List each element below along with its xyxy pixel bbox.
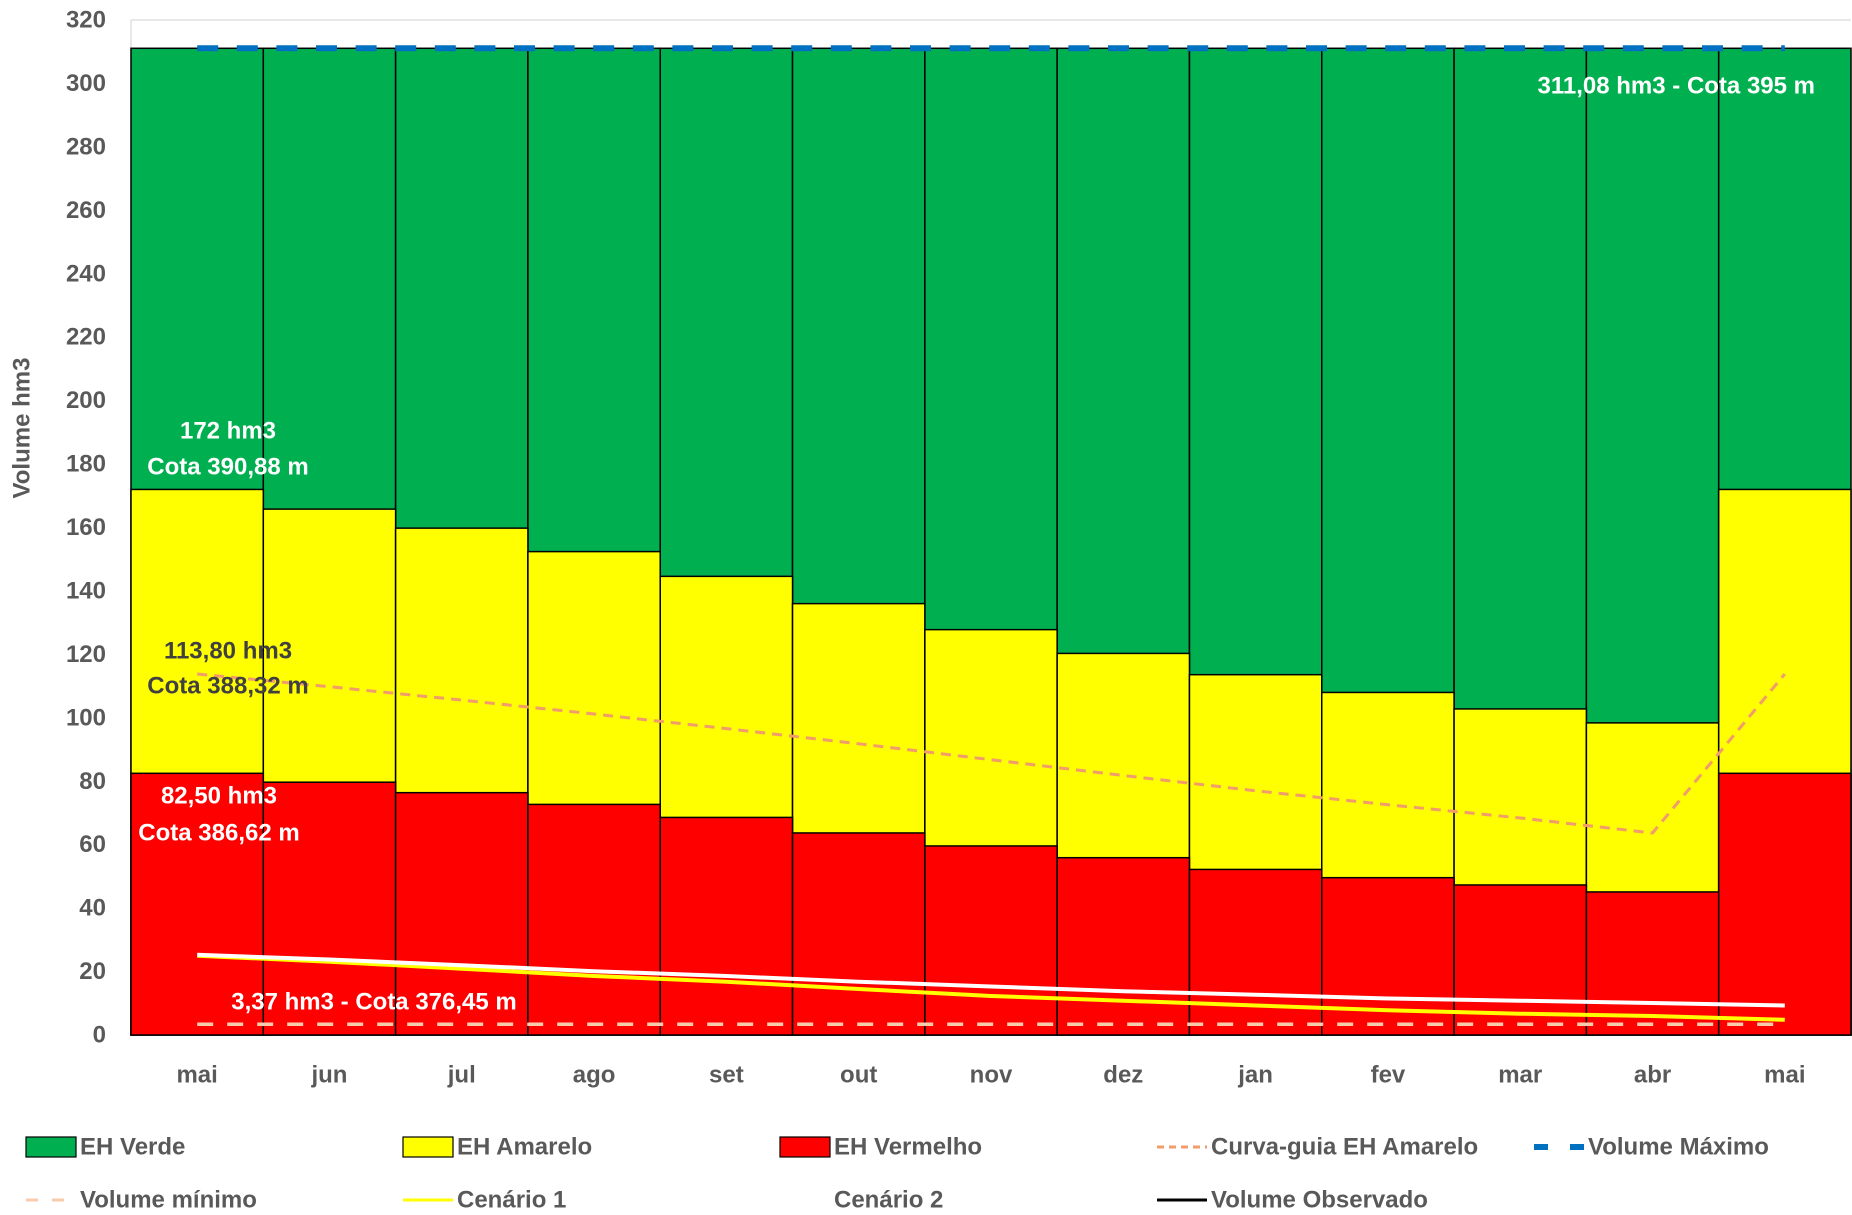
bar-eh-vermelho	[791, 832, 926, 1036]
series-lines	[197, 45, 1786, 1027]
y-tick-label: 120	[66, 641, 106, 668]
annotation-volume-maximo: 311,08 hm3 - Cota 395 m	[1538, 73, 1815, 100]
bar-eh-vermelho	[924, 845, 1058, 1036]
line-cenario-1	[197, 953, 1785, 1022]
legend-item-eh-amarelo: EH Amarelo	[402, 1134, 592, 1161]
x-tick-label: mai	[1764, 1062, 1805, 1089]
legend-swatch	[779, 1136, 831, 1158]
stacked-zones	[130, 47, 1852, 1036]
x-tick-label: out	[840, 1062, 877, 1089]
bar-eh-vermelho	[262, 781, 397, 1036]
y-tick-label: 140	[66, 577, 106, 604]
x-tick-label: mai	[176, 1062, 217, 1089]
x-tick-label: dez	[1103, 1062, 1143, 1089]
legend-label: Cenário 2	[834, 1187, 943, 1214]
annotation-eh-amarelo-volume: 172 hm3	[180, 418, 276, 445]
bar-eh-vermelho	[1188, 868, 1323, 1036]
annotation-curva-guia-cota: Cota 388,32 m	[147, 673, 308, 700]
bar-eh-vermelho	[1056, 856, 1191, 1036]
bar-eh-vermelho	[659, 816, 794, 1036]
legend-item-curva-guia-eh-amarelo: Curva-guia EH Amarelo	[1157, 1134, 1478, 1161]
x-tick-label: jan	[1237, 1062, 1273, 1089]
annotation-volume-minimo: 3,37 hm3 - Cota 376,45 m	[231, 989, 516, 1016]
y-tick-label: 100	[66, 704, 106, 731]
y-tick-label: 260	[66, 197, 106, 224]
legend-swatch	[402, 1136, 454, 1158]
legend-label: Volume Máximo	[1588, 1134, 1769, 1161]
x-axis-tick-labels: mai jun jul ago set out nov dez jan fev mar abr mai	[176, 1062, 1805, 1089]
bar-eh-vermelho	[527, 803, 661, 1036]
y-tick-label: 0	[93, 1022, 106, 1049]
legend: EH Verde EH Amarelo EH Vermelho Curva-guia …	[25, 1134, 1769, 1214]
legend-label: EH Verde	[80, 1134, 185, 1161]
y-tick-label: 300	[66, 70, 106, 97]
y-tick-label: 160	[66, 514, 106, 541]
y-axis-title: Volume hm3	[9, 358, 36, 499]
y-tick-label: 60	[79, 831, 106, 858]
annotation-eh-vermelho-cota: Cota 386,62 m	[138, 820, 299, 847]
legend-item-cenario-2: Cenário 2	[780, 1187, 943, 1214]
bar-eh-vermelho	[1453, 884, 1588, 1036]
legend-item-cenario-1: Cenário 1	[403, 1187, 566, 1214]
y-axis-tick-labels: 0 20 40 60 80 100 120 140 160 180 200 220 240 260 280 3…	[66, 7, 106, 1049]
line-curva-guia-eh-amarelo	[197, 672, 1786, 835]
legend-item-eh-verde: EH Verde	[25, 1134, 185, 1161]
legend-label: Curva-guia EH Amarelo	[1211, 1134, 1478, 1161]
x-tick-label: nov	[970, 1062, 1013, 1089]
x-tick-label: fev	[1371, 1062, 1406, 1089]
y-tick-label: 80	[79, 768, 106, 795]
y-tick-label: 220	[66, 324, 106, 351]
legend-label: Volume mínimo	[80, 1187, 257, 1214]
bar-eh-vermelho	[394, 791, 529, 1036]
legend-swatch	[25, 1136, 77, 1158]
y-tick-label: 240	[66, 260, 106, 287]
x-tick-label: mar	[1498, 1062, 1542, 1089]
legend-item-volume-minimo: Volume mínimo	[26, 1187, 257, 1214]
y-tick-label: 40	[79, 895, 106, 922]
x-tick-label: ago	[573, 1062, 616, 1089]
bar-eh-vermelho	[130, 772, 265, 1036]
annotation-eh-amarelo-cota: Cota 390,88 m	[147, 454, 308, 481]
x-tick-label: jul	[447, 1062, 476, 1089]
annotations: 311,08 hm3 - Cota 395 m 172 hm3 Cota 390…	[138, 73, 1815, 1016]
x-tick-label: set	[709, 1062, 744, 1089]
legend-item-volume-maximo: Volume Máximo	[1534, 1134, 1769, 1161]
y-tick-label: 180	[66, 451, 106, 478]
legend-label: EH Amarelo	[457, 1134, 592, 1161]
line-cenario-2	[197, 952, 1785, 1008]
legend-label: Cenário 1	[457, 1187, 566, 1214]
annotation-curva-guia-volume: 113,80 hm3	[164, 638, 292, 665]
bar-eh-vermelho	[1585, 891, 1720, 1036]
y-tick-label: 280	[66, 133, 106, 160]
x-tick-label: jun	[310, 1062, 347, 1089]
y-tick-label: 320	[66, 7, 106, 34]
legend-item-eh-vermelho: EH Vermelho	[779, 1134, 982, 1161]
x-tick-label: abr	[1634, 1062, 1671, 1089]
annotation-eh-vermelho-volume: 82,50 hm3	[161, 783, 277, 810]
y-tick-label: 200	[66, 387, 106, 414]
legend-label: Volume Observado	[1211, 1187, 1428, 1214]
legend-label: EH Vermelho	[834, 1134, 982, 1161]
y-tick-label: 20	[79, 958, 106, 985]
bar-eh-vermelho	[1717, 772, 1852, 1036]
legend-item-volume-observado: Volume Observado	[1157, 1187, 1428, 1214]
